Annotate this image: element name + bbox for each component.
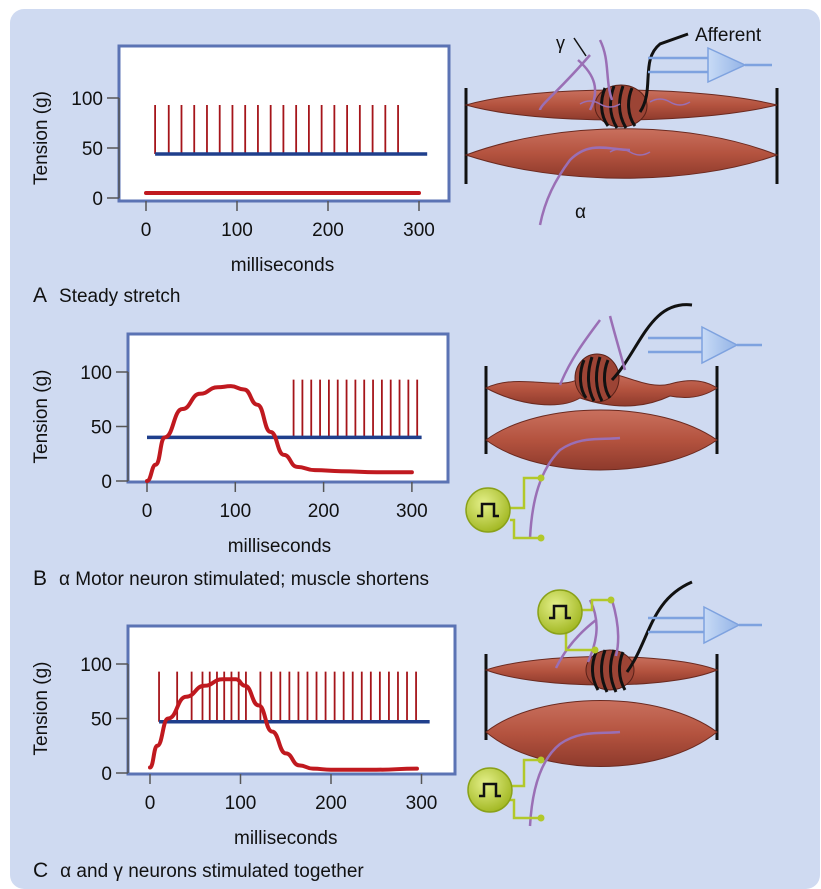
x-tick-label: 100: [221, 220, 253, 241]
tension-trace: [148, 677, 419, 772]
alpha-fiber: [528, 730, 621, 827]
y-tick-label: 50: [91, 418, 112, 439]
chart-alpha-gamma-stimulated: 0 50 100 0 100 200 300 milliseconds Tension (g): [31, 624, 457, 849]
amplifier-icon: [701, 325, 739, 365]
stimulator-icon: [537, 589, 583, 635]
stimulator-alpha: [465, 474, 545, 542]
alpha-fiber: [538, 146, 631, 226]
afferent-coil: [591, 649, 627, 693]
gamma-label: γ: [556, 33, 565, 53]
caption-a: A Steady stretch: [33, 285, 180, 308]
x-tick-label: 200: [308, 501, 340, 522]
x-tick-label: 0: [142, 501, 153, 522]
spindle-capsule: [594, 84, 648, 128]
chart-alpha-stimulated: 0 50 100 0 100 200 300 milliseconds Tension (g): [31, 332, 450, 557]
pulse-icon: [549, 604, 571, 620]
caption-text: Steady stretch: [59, 286, 181, 307]
x-tick-label: 300: [403, 220, 435, 241]
gamma-fiber: [558, 315, 627, 386]
muscle-illustration-a: γ Afferent α: [464, 25, 779, 226]
x-tick-label: 100: [225, 793, 257, 814]
x-tick-label: 300: [406, 793, 438, 814]
y-tick-label: 0: [101, 764, 112, 785]
tension-trace: [145, 384, 414, 483]
x-axis-label: milliseconds: [234, 828, 337, 849]
chart-steady-stretch: 0 50 100 0 100 200 300 milliseconds Tension (g): [31, 44, 451, 276]
afferent-coil: [579, 356, 612, 402]
pulse-icon: [479, 782, 501, 798]
extrafusal-fiber: [464, 128, 779, 179]
x-axis-label: milliseconds: [231, 255, 334, 276]
x-tick-label: 200: [315, 793, 347, 814]
afferent-fiber: [625, 580, 693, 673]
y-tick-label: 50: [82, 139, 103, 160]
gamma-leader: [573, 37, 587, 57]
x-tick-label: 300: [396, 501, 428, 522]
amplifier-icon: [703, 605, 741, 645]
x-axis-label: milliseconds: [228, 536, 331, 557]
alpha-fiber: [528, 436, 621, 539]
x-tick-label: 200: [312, 220, 344, 241]
caption-text: α Motor neuron stimulated; muscle shorte…: [59, 569, 430, 590]
y-axis-label: Tension (g): [31, 370, 52, 464]
caption-letter: B: [33, 567, 48, 590]
pulse-icon: [477, 502, 499, 518]
afferent-fiber: [610, 303, 693, 382]
caption-text: α and γ neurons stimulated together: [60, 861, 364, 882]
amplifier-icon: [707, 46, 747, 84]
y-tick-label: 0: [92, 189, 103, 210]
alpha-label: α: [575, 202, 586, 223]
y-axis-label: Tension (g): [31, 91, 52, 185]
stimulator-icon: [465, 487, 511, 533]
gamma-fiber: [538, 39, 614, 111]
muscle-illustration-b: [465, 303, 762, 542]
y-tick-label: 100: [80, 655, 112, 676]
y-tick-label: 100: [71, 89, 103, 110]
x-tick-label: 0: [145, 793, 156, 814]
y-tick-label: 100: [80, 363, 112, 384]
caption-letter: C: [33, 859, 49, 882]
stimulator-gamma: [537, 589, 615, 654]
stimulator-icon: [467, 767, 513, 813]
stimulator-alpha: [467, 756, 545, 822]
y-tick-label: 50: [91, 710, 112, 731]
x-tick-label: 0: [141, 220, 152, 241]
muscle-illustration-c: [467, 580, 762, 827]
y-tick-label: 0: [101, 472, 112, 493]
y-axis-label: Tension (g): [31, 662, 52, 756]
x-tick-label: 100: [219, 501, 251, 522]
caption-letter: A: [33, 284, 48, 307]
nerve-endings: [579, 98, 691, 156]
afferent-label: Afferent: [695, 25, 762, 46]
